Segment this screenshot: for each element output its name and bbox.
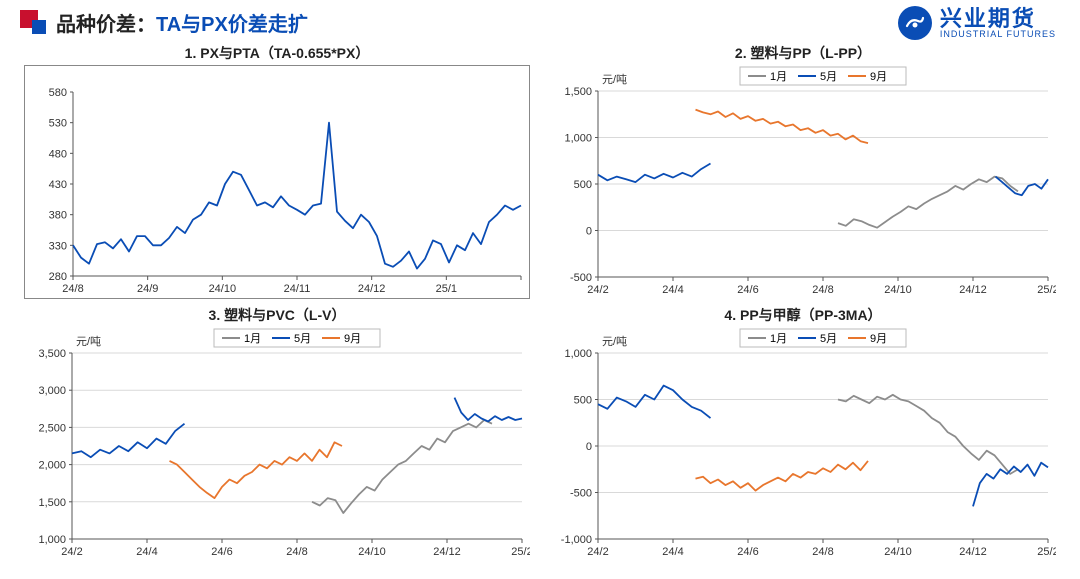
svg-text:-1,000: -1,000 <box>561 534 592 546</box>
chart-box: 1,000 1,500 2,000 2,500 3,000 3,500 元/吨 24/2 24/… <box>24 327 530 561</box>
svg-text:24/10: 24/10 <box>884 284 912 296</box>
svg-text:24/8: 24/8 <box>812 546 833 558</box>
logo-cn: 兴业期货 <box>940 8 1056 30</box>
svg-text:24/8: 24/8 <box>812 284 833 296</box>
svg-text:24/4: 24/4 <box>662 546 683 558</box>
svg-text:430: 430 <box>49 179 67 191</box>
svg-text:-500: -500 <box>570 488 592 500</box>
chart-panel: 4. PP与甲醇（PP-3MA） -1,000 -500 0 500 1,000 元/吨 24… <box>550 305 1056 561</box>
svg-text:580: 580 <box>49 87 67 99</box>
svg-text:25/1: 25/1 <box>436 283 457 295</box>
svg-text:25/2: 25/2 <box>511 546 530 558</box>
chart-title: 1. PX与PTA（TA-0.655*PX） <box>24 43 530 63</box>
svg-text:24/6: 24/6 <box>211 546 232 558</box>
header-square-icon <box>20 10 46 36</box>
svg-text:元/吨: 元/吨 <box>602 335 627 348</box>
svg-text:元/吨: 元/吨 <box>76 335 101 348</box>
charts-grid: 1. PX与PTA（TA-0.655*PX） 280 330 380 430 480 530… <box>0 41 1080 571</box>
svg-text:24/2: 24/2 <box>587 284 608 296</box>
svg-text:24/8: 24/8 <box>286 546 307 558</box>
svg-text:24/6: 24/6 <box>737 284 758 296</box>
svg-text:1,000: 1,000 <box>38 534 66 546</box>
page-title: 品种价差：TA与PX价差走扩 <box>56 8 308 37</box>
svg-text:330: 330 <box>49 240 67 252</box>
logo-mark-icon <box>898 6 932 40</box>
svg-text:24/12: 24/12 <box>433 546 461 558</box>
svg-text:1,500: 1,500 <box>564 86 592 98</box>
svg-text:24/12: 24/12 <box>959 546 987 558</box>
svg-text:1,000: 1,000 <box>564 133 592 145</box>
svg-text:25/2: 25/2 <box>1037 546 1056 558</box>
svg-text:1,000: 1,000 <box>564 348 592 360</box>
svg-text:25/2: 25/2 <box>1037 284 1056 296</box>
chart-box: 280 330 380 430 480 530 580 24/8 24/9 24/10 24/11 2… <box>24 65 530 299</box>
svg-text:24/4: 24/4 <box>136 546 157 558</box>
svg-text:元/吨: 元/吨 <box>602 73 627 86</box>
svg-text:380: 380 <box>49 210 67 222</box>
svg-text:24/12: 24/12 <box>959 284 987 296</box>
svg-text:500: 500 <box>574 395 592 407</box>
svg-text:24/11: 24/11 <box>284 283 311 295</box>
svg-text:280: 280 <box>49 271 67 283</box>
chart-panel: 1. PX与PTA（TA-0.655*PX） 280 330 380 430 480 530… <box>24 43 530 299</box>
title-blue: TA与PX价差走扩 <box>156 14 308 36</box>
svg-text:-500: -500 <box>570 272 592 284</box>
svg-text:0: 0 <box>586 226 592 238</box>
svg-text:1月: 1月 <box>770 333 787 345</box>
chart-title: 3. 塑料与PVC（L-V） <box>24 305 530 325</box>
svg-text:1月: 1月 <box>770 71 787 83</box>
svg-text:24/2: 24/2 <box>587 546 608 558</box>
svg-text:5月: 5月 <box>820 333 837 345</box>
svg-text:24/12: 24/12 <box>358 283 386 295</box>
svg-text:500: 500 <box>574 179 592 191</box>
chart-box: -500 0 500 1,000 1,500 元/吨 24/2 24/4 24/6 24/8 24/… <box>550 65 1056 299</box>
chart-panel: 3. 塑料与PVC（L-V） 1,000 1,500 2,000 2,500 3,000 3… <box>24 305 530 561</box>
svg-text:5月: 5月 <box>820 71 837 83</box>
chart-title: 2. 塑料与PP（L-PP） <box>550 43 1056 63</box>
title-black: 品种价差： <box>56 14 156 36</box>
svg-text:2,500: 2,500 <box>38 422 66 434</box>
svg-text:24/10: 24/10 <box>358 546 386 558</box>
svg-text:24/8: 24/8 <box>62 283 83 295</box>
svg-text:24/4: 24/4 <box>662 284 683 296</box>
svg-text:0: 0 <box>586 441 592 453</box>
chart-panel: 2. 塑料与PP（L-PP） -500 0 500 1,000 1,500 元/吨 24/2 2… <box>550 43 1056 299</box>
chart-box: -1,000 -500 0 500 1,000 元/吨 24/2 24/4 24/6 24/8 24… <box>550 327 1056 561</box>
logo-en: INDUSTRIAL FUTURES <box>940 30 1056 39</box>
svg-text:24/10: 24/10 <box>884 546 912 558</box>
svg-text:2,000: 2,000 <box>38 460 66 472</box>
svg-text:24/9: 24/9 <box>137 283 158 295</box>
company-logo: 兴业期货 INDUSTRIAL FUTURES <box>898 6 1056 40</box>
svg-text:24/6: 24/6 <box>737 546 758 558</box>
svg-text:480: 480 <box>49 148 67 160</box>
chart-title: 4. PP与甲醇（PP-3MA） <box>550 305 1056 325</box>
svg-text:3,500: 3,500 <box>38 348 66 360</box>
svg-text:9月: 9月 <box>870 71 887 83</box>
svg-text:24/10: 24/10 <box>209 283 237 295</box>
svg-text:1,500: 1,500 <box>38 497 66 509</box>
svg-text:3,000: 3,000 <box>38 385 66 397</box>
svg-text:5月: 5月 <box>294 333 311 345</box>
svg-text:1月: 1月 <box>244 333 261 345</box>
svg-text:9月: 9月 <box>344 333 361 345</box>
svg-text:9月: 9月 <box>870 333 887 345</box>
svg-text:530: 530 <box>49 118 67 130</box>
svg-text:24/2: 24/2 <box>61 546 82 558</box>
